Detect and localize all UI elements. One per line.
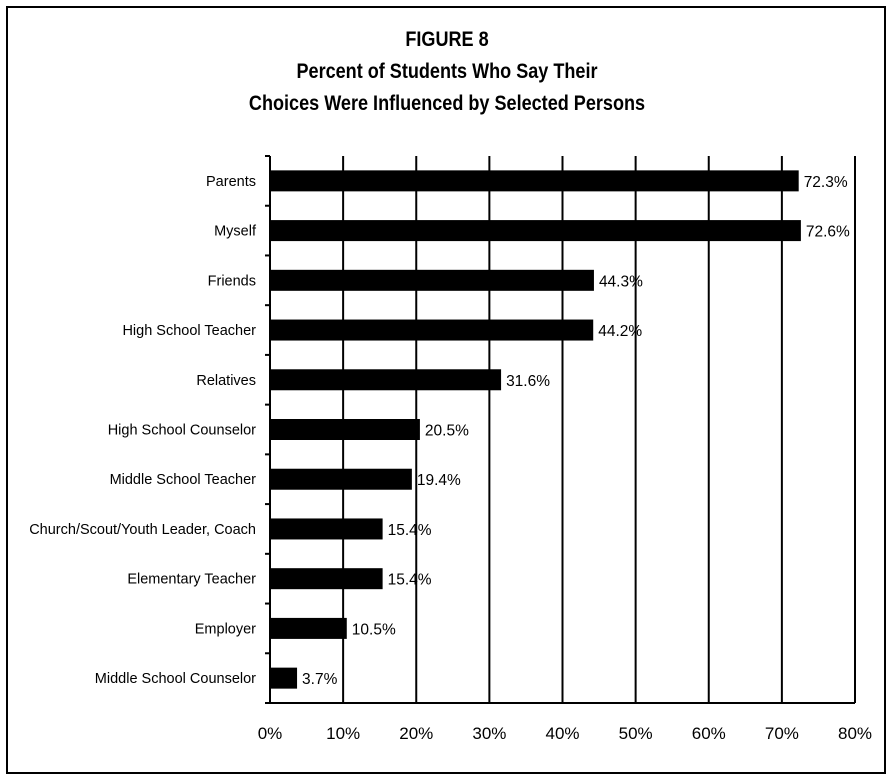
- x-tick-label: 70%: [765, 724, 799, 743]
- bar: [270, 369, 502, 391]
- category-label: Parents: [206, 174, 256, 190]
- data-label: 15.4%: [388, 572, 432, 589]
- x-tick-label: 40%: [545, 724, 579, 743]
- category-label: Elementary Teacher: [127, 572, 256, 588]
- data-label: 15.4%: [388, 522, 432, 539]
- data-label: 19.4%: [417, 472, 461, 489]
- x-tick-label: 50%: [619, 724, 653, 743]
- data-label: 72.6%: [806, 224, 850, 241]
- x-tick-label: 0%: [258, 724, 283, 743]
- bar: [270, 468, 412, 490]
- data-label: 72.3%: [804, 174, 848, 191]
- bar: [270, 170, 799, 192]
- x-tick-label: 20%: [399, 724, 433, 743]
- x-tick-label: 80%: [838, 724, 872, 743]
- category-label: High School Teacher: [122, 323, 256, 339]
- data-label: 44.2%: [598, 323, 642, 340]
- bar: [270, 269, 594, 291]
- category-label: High School Counselor: [108, 423, 256, 439]
- category-label: Middle School Teacher: [110, 472, 257, 488]
- category-label: Middle School Counselor: [95, 671, 256, 687]
- category-label: Employer: [195, 621, 256, 637]
- x-tick-label: 60%: [692, 724, 726, 743]
- bar: [270, 667, 298, 689]
- x-tick-label: 10%: [326, 724, 360, 743]
- bar: [270, 220, 801, 242]
- bar: [270, 568, 383, 590]
- data-label: 31.6%: [506, 373, 550, 390]
- figure-number: FIGURE 8: [405, 28, 489, 51]
- x-tick-label: 30%: [472, 724, 506, 743]
- data-label: 10.5%: [352, 621, 396, 638]
- data-label: 44.3%: [599, 273, 643, 290]
- bar: [270, 518, 383, 540]
- category-label: Relatives: [196, 373, 256, 389]
- bar: [270, 419, 420, 440]
- chart-title-line-1: Percent of Students Who Say Their: [296, 60, 598, 83]
- category-label: Church/Scout/Youth Leader, Coach: [29, 522, 256, 538]
- bar: [270, 319, 594, 341]
- category-label: Myself: [214, 224, 257, 240]
- data-label: 3.7%: [302, 671, 338, 688]
- chart-title-line-2: Choices Were Influenced by Selected Pers…: [248, 92, 646, 115]
- bar: [270, 617, 347, 639]
- data-label: 20.5%: [425, 423, 469, 440]
- category-label: Friends: [208, 273, 256, 289]
